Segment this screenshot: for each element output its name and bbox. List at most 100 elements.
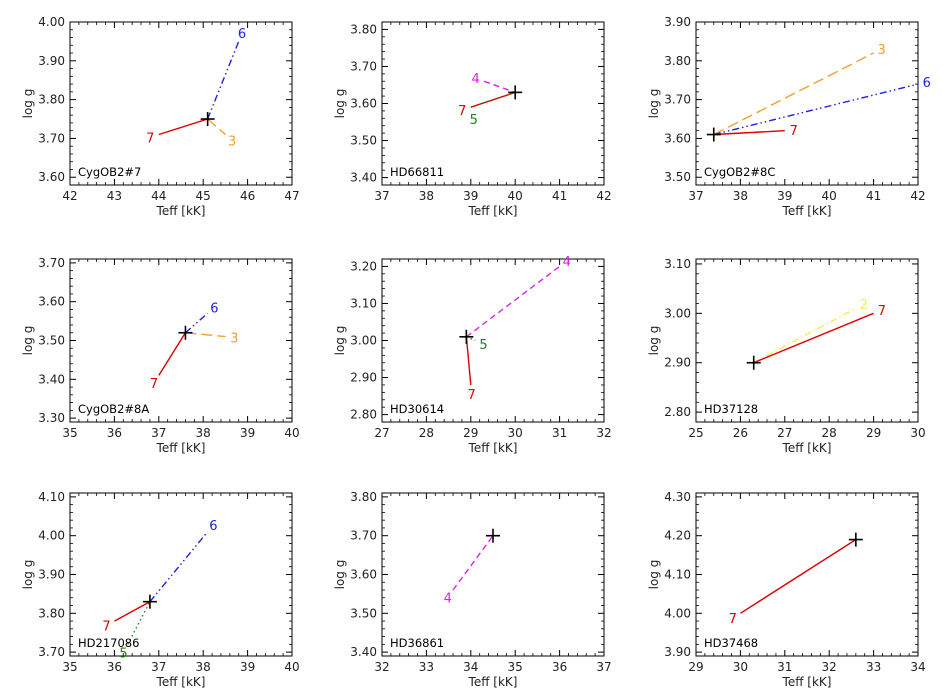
y-tick-label: 3.10 <box>350 296 377 310</box>
x-tick-label: 30 <box>508 426 523 440</box>
x-tick-label: 28 <box>419 426 434 440</box>
y-tick-label: 4.30 <box>664 490 691 504</box>
x-tick-label: 40 <box>822 189 837 203</box>
x-tick-label: 25 <box>688 426 703 440</box>
series-line <box>465 265 561 338</box>
series-label: 6 <box>238 27 246 42</box>
y-tick-label: 3.20 <box>350 259 377 273</box>
x-tick-label: 37 <box>151 660 166 674</box>
x-tick-label: 40 <box>284 660 299 674</box>
y-tick-label: 3.80 <box>38 606 65 620</box>
chart-panel: 35 36 37 38 39 40 3.70 3.80 3.90 4.00 4.10 Teff [kK… <box>21 490 300 689</box>
x-tick-label: 32 <box>822 660 837 674</box>
plot-frame <box>695 21 919 186</box>
series-label: 6 <box>923 76 931 91</box>
x-tick-label: 38 <box>196 426 211 440</box>
y-tick-label: 3.80 <box>350 490 377 504</box>
y-axis-label: log g <box>647 89 661 119</box>
series-label: 7 <box>467 388 475 403</box>
x-tick-label: 42 <box>596 189 611 203</box>
series-label: 5 <box>479 338 487 353</box>
series-line <box>713 130 785 136</box>
y-axis-label: log g <box>333 326 347 356</box>
x-tick-label: 43 <box>107 189 122 203</box>
series-line <box>483 80 516 94</box>
series-label: 5 <box>119 646 127 661</box>
x-tick-label: 27 <box>374 426 389 440</box>
series-label: 7 <box>150 377 158 392</box>
series-label: 7 <box>729 612 737 627</box>
x-tick-label: 39 <box>463 189 478 203</box>
series-line <box>465 336 472 386</box>
x-axis-label: Teff [kK] <box>156 204 206 218</box>
x-tick-label: 38 <box>196 660 211 674</box>
y-tick-label: 4.00 <box>38 15 65 29</box>
y-tick-label: 4.10 <box>38 490 65 504</box>
panel-title: CygOB2#7 <box>78 165 141 179</box>
position-marker <box>486 528 500 543</box>
chart-panel: 32 33 34 35 36 37 3.40 3.50 3.60 3.70 3.80 Teff [kK… <box>333 490 612 689</box>
y-tick-label: 2.80 <box>664 405 691 419</box>
plot-frame <box>381 492 605 657</box>
x-tick-label: 31 <box>552 426 567 440</box>
series-label: 2 <box>860 298 868 313</box>
x-tick-label: 45 <box>196 189 211 203</box>
series-line <box>740 539 857 614</box>
panel-title: HD37128 <box>704 402 758 416</box>
series-line <box>753 307 857 364</box>
x-tick-label: 39 <box>240 426 255 440</box>
x-axis-label: Teff [kK] <box>468 675 518 689</box>
chart-panel: 25 26 27 28 29 30 2.80 2.90 3.00 3.10 Teff [kK] log… <box>647 257 926 455</box>
y-tick-label: 2.90 <box>664 356 691 370</box>
plot-frame <box>695 258 919 423</box>
y-axis-label: log g <box>647 560 661 590</box>
x-tick-label: 47 <box>284 189 299 203</box>
x-tick-label: 42 <box>62 189 77 203</box>
x-tick-label: 41 <box>552 189 567 203</box>
y-tick-label: 3.70 <box>350 529 377 543</box>
series-label: 7 <box>790 124 798 139</box>
series-label: 4 <box>444 591 452 606</box>
series-label: 4 <box>563 255 571 270</box>
x-axis-label: Teff [kK] <box>156 441 206 455</box>
x-tick-label: 29 <box>688 660 703 674</box>
chart-panel: 37 38 39 40 41 42 3.40 3.50 3.60 3.70 3.80 Teff [kK… <box>333 21 612 218</box>
series-line <box>713 83 919 136</box>
series-line <box>114 601 151 622</box>
y-tick-label: 3.60 <box>38 295 65 309</box>
y-tick-label: 3.40 <box>350 171 377 185</box>
x-tick-label: 34 <box>910 660 925 674</box>
x-tick-label: 38 <box>419 189 434 203</box>
x-tick-label: 36 <box>552 660 567 674</box>
y-axis-label: log g <box>21 89 35 119</box>
x-tick-label: 37 <box>151 426 166 440</box>
x-tick-label: 35 <box>62 660 77 674</box>
x-tick-label: 41 <box>866 189 881 203</box>
y-tick-label: 3.60 <box>350 97 377 111</box>
y-tick-label: 3.80 <box>664 54 691 68</box>
series-line <box>713 52 874 136</box>
x-tick-label: 29 <box>866 426 881 440</box>
y-tick-label: 3.70 <box>38 256 65 270</box>
y-tick-label: 3.70 <box>38 131 65 145</box>
x-tick-label: 46 <box>240 189 255 203</box>
y-tick-label: 3.70 <box>350 59 377 73</box>
y-tick-label: 3.60 <box>350 568 377 582</box>
x-axis-label: Teff [kK] <box>468 441 518 455</box>
y-tick-label: 3.90 <box>38 54 65 68</box>
series-label: 6 <box>209 519 217 534</box>
y-tick-label: 4.10 <box>664 568 691 582</box>
x-tick-label: 38 <box>733 189 748 203</box>
y-tick-label: 4.00 <box>38 529 65 543</box>
y-tick-label: 3.00 <box>350 334 377 348</box>
x-tick-label: 28 <box>822 426 837 440</box>
x-tick-label: 31 <box>777 660 792 674</box>
series-line <box>158 332 186 376</box>
series-label: 6 <box>210 301 218 316</box>
x-tick-label: 35 <box>508 660 523 674</box>
x-tick-label: 36 <box>107 426 122 440</box>
y-axis-label: log g <box>21 560 35 590</box>
series-label: 7 <box>102 619 110 634</box>
position-marker <box>142 594 157 609</box>
